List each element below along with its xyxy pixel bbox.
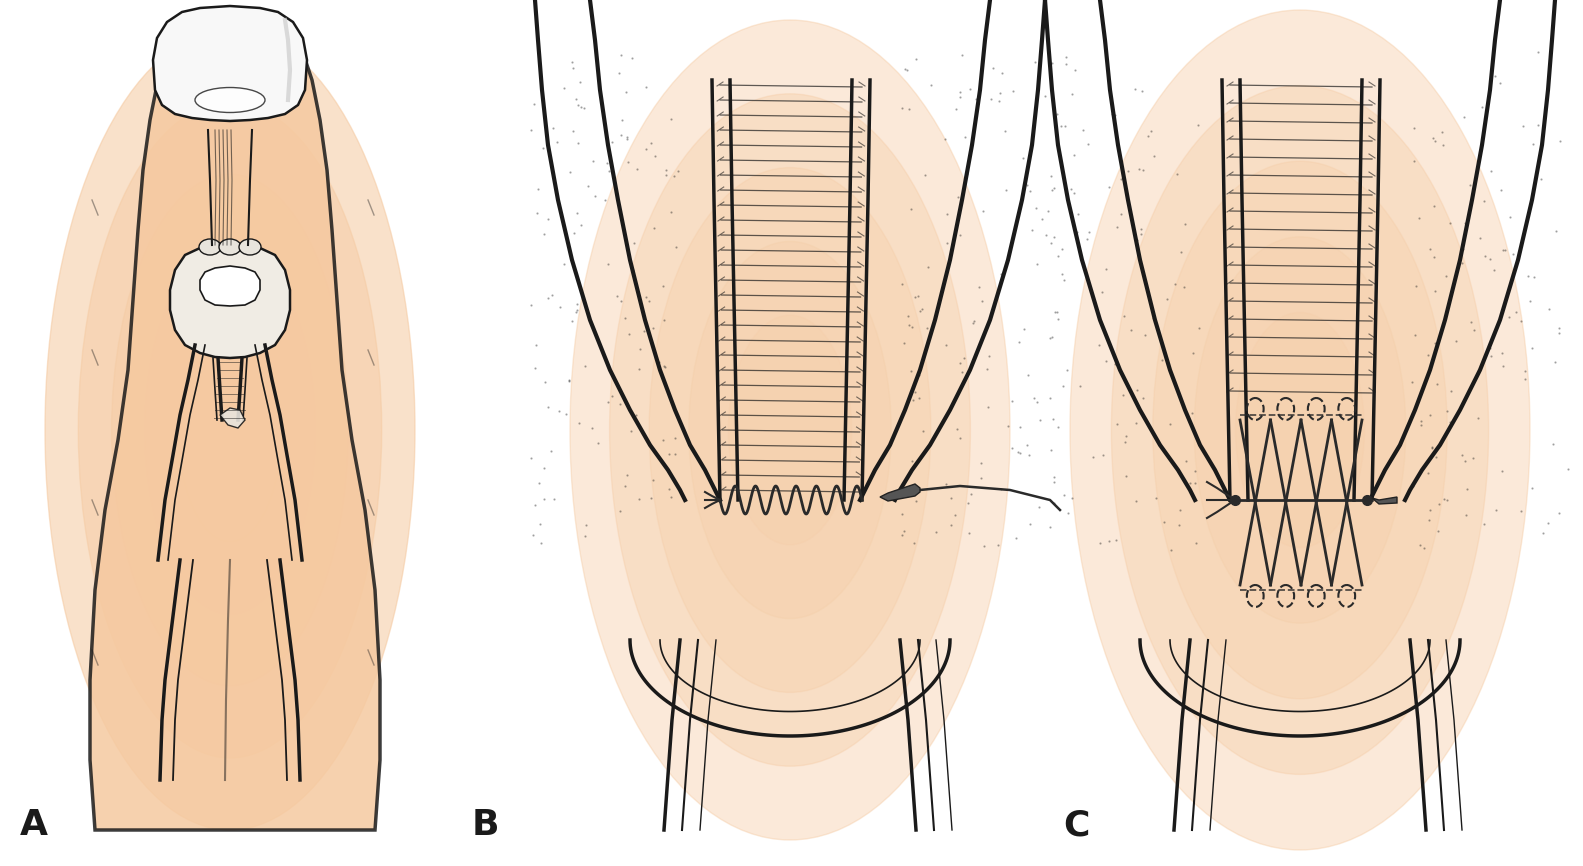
Ellipse shape <box>1236 313 1365 547</box>
Ellipse shape <box>218 239 241 255</box>
Ellipse shape <box>239 239 261 255</box>
Ellipse shape <box>179 318 282 542</box>
Polygon shape <box>880 484 920 501</box>
Ellipse shape <box>649 168 931 693</box>
Ellipse shape <box>689 242 891 618</box>
Polygon shape <box>169 243 290 358</box>
Polygon shape <box>90 12 380 830</box>
Text: A: A <box>21 808 47 842</box>
Text: B: B <box>472 808 500 842</box>
Polygon shape <box>220 408 245 428</box>
Ellipse shape <box>111 174 348 686</box>
Ellipse shape <box>1111 86 1488 774</box>
Ellipse shape <box>1152 161 1447 699</box>
Ellipse shape <box>609 94 970 766</box>
Polygon shape <box>199 266 260 306</box>
Ellipse shape <box>199 239 222 255</box>
Ellipse shape <box>1194 236 1406 624</box>
Text: C: C <box>1064 808 1089 842</box>
Ellipse shape <box>728 315 852 545</box>
Ellipse shape <box>78 102 382 758</box>
Ellipse shape <box>570 20 1010 840</box>
Ellipse shape <box>195 87 264 113</box>
Polygon shape <box>1372 497 1398 504</box>
Ellipse shape <box>146 246 315 614</box>
Ellipse shape <box>44 30 415 830</box>
Polygon shape <box>154 6 307 121</box>
Ellipse shape <box>1070 10 1531 850</box>
